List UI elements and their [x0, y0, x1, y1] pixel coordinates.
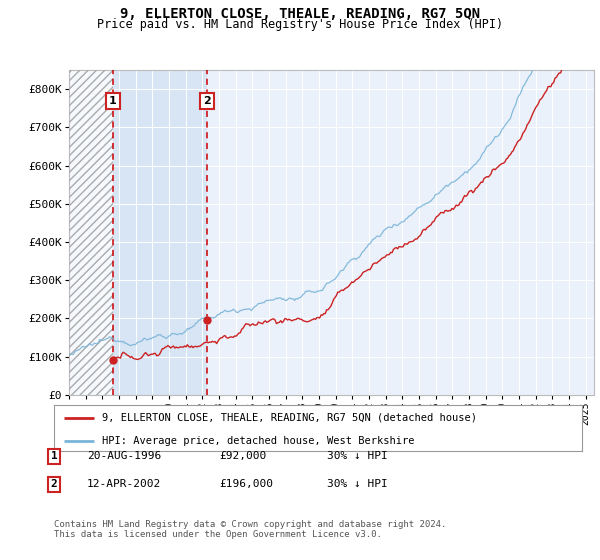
Text: 9, ELLERTON CLOSE, THEALE, READING, RG7 5QN: 9, ELLERTON CLOSE, THEALE, READING, RG7 …	[120, 7, 480, 21]
Text: Price paid vs. HM Land Registry's House Price Index (HPI): Price paid vs. HM Land Registry's House …	[97, 18, 503, 31]
Text: £92,000: £92,000	[219, 451, 266, 461]
Text: 20-AUG-1996: 20-AUG-1996	[87, 451, 161, 461]
Text: 9, ELLERTON CLOSE, THEALE, READING, RG7 5QN (detached house): 9, ELLERTON CLOSE, THEALE, READING, RG7 …	[101, 413, 476, 423]
Text: Contains HM Land Registry data © Crown copyright and database right 2024.
This d: Contains HM Land Registry data © Crown c…	[54, 520, 446, 539]
Text: HPI: Average price, detached house, West Berkshire: HPI: Average price, detached house, West…	[101, 436, 414, 446]
Text: 2: 2	[203, 96, 211, 106]
Text: 1: 1	[50, 451, 58, 461]
Text: 30% ↓ HPI: 30% ↓ HPI	[327, 451, 388, 461]
Text: 1: 1	[109, 96, 117, 106]
Text: 2: 2	[50, 479, 58, 489]
Text: 30% ↓ HPI: 30% ↓ HPI	[327, 479, 388, 489]
Text: 12-APR-2002: 12-APR-2002	[87, 479, 161, 489]
Text: £196,000: £196,000	[219, 479, 273, 489]
